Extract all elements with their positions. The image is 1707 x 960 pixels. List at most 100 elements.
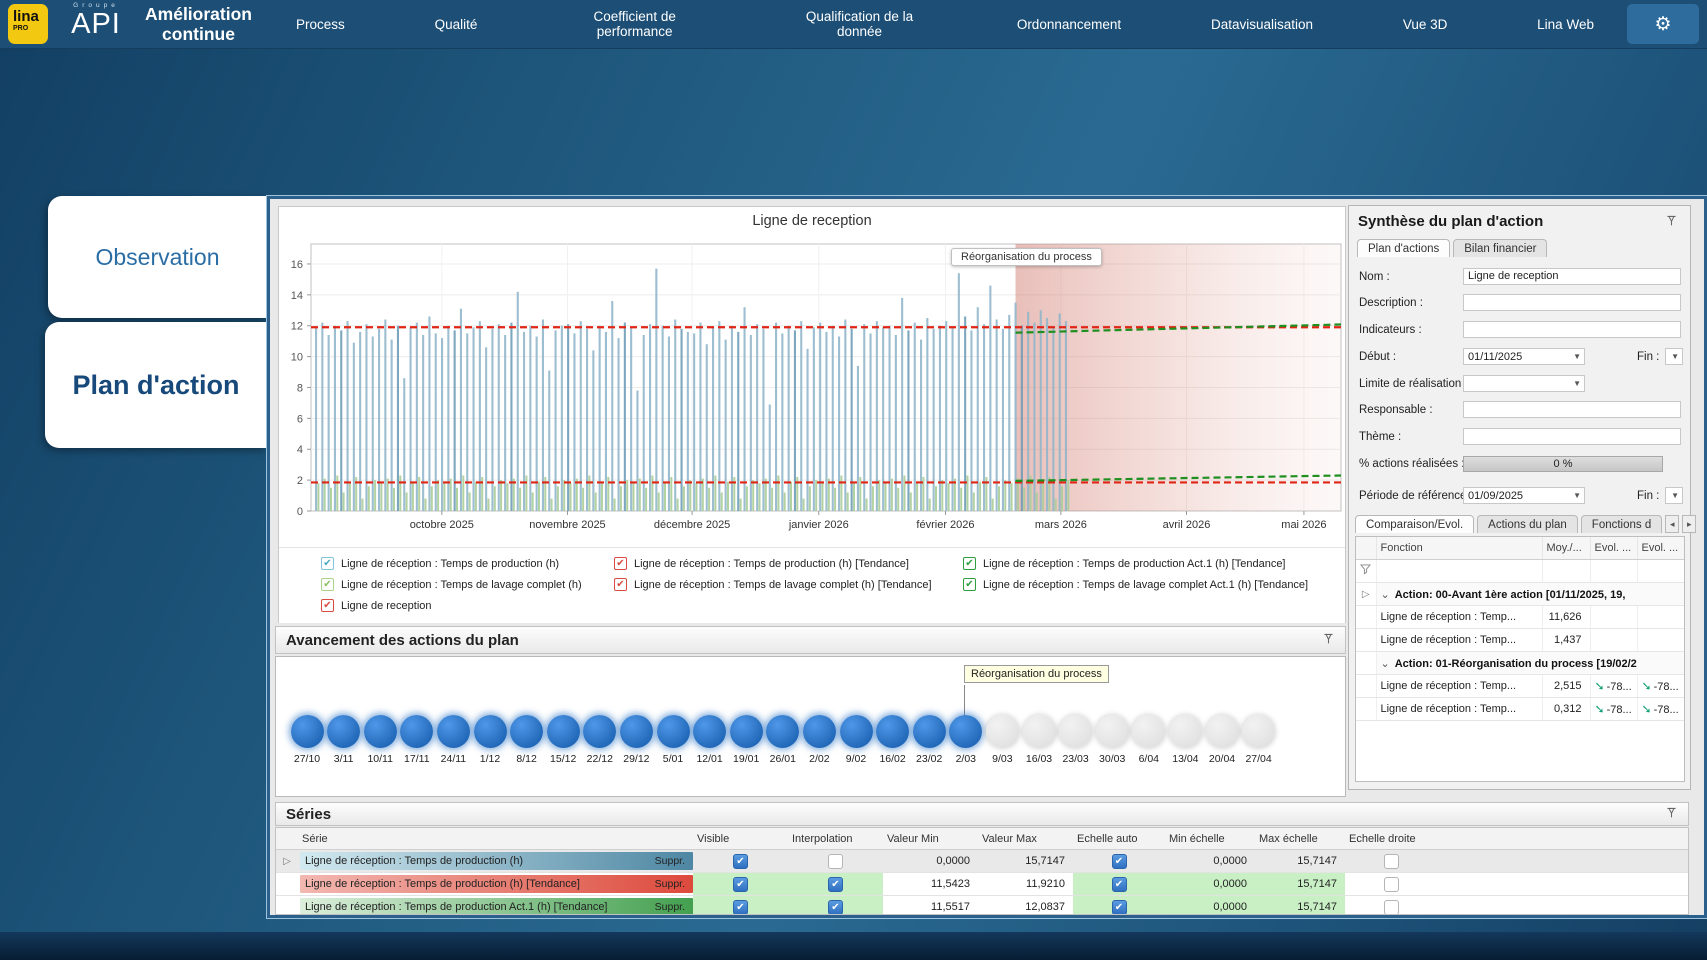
series-row[interactable]: Ligne de réception : Temps de production… — [276, 895, 1688, 914]
legend-checkbox[interactable]: ✔ — [321, 557, 334, 570]
timeline-step-2-03[interactable] — [949, 715, 983, 748]
edroite-checkbox[interactable] — [1384, 899, 1399, 914]
legend-item[interactable]: ✔ Ligne de réception : Temps de productio… — [963, 553, 1308, 574]
filter-cell[interactable] — [1376, 559, 1543, 583]
timeline-step-13-04[interactable] — [1168, 715, 1202, 748]
synthese-pin-button[interactable] — [1659, 213, 1684, 231]
legend-checkbox[interactable]: ✔ — [963, 578, 976, 591]
nav-item-lina-web[interactable]: Lina Web — [1537, 16, 1594, 32]
subtabs-scroll-left-button[interactable]: ◂ — [1665, 515, 1680, 533]
timeline-step-9-03[interactable] — [985, 715, 1019, 748]
tab-plan-dactions[interactable]: Plan d'actions — [1357, 239, 1451, 257]
legend-checkbox[interactable]: ✔ — [963, 557, 976, 570]
tab-comparaison-evol[interactable]: Comparaison/Evol. — [1355, 515, 1475, 533]
timeline-step-24-11[interactable] — [436, 715, 470, 748]
subtabs-scroll-right-button[interactable]: ▸ — [1682, 515, 1697, 533]
expand-row-icon[interactable]: ▷ — [283, 855, 291, 867]
timeline-step-29-12[interactable] — [619, 715, 653, 748]
timeline-step-27-04[interactable] — [1242, 715, 1276, 748]
legend-item[interactable]: ✔ Ligne de réception : Temps de productio… — [321, 553, 582, 574]
field-select-limite-de-realisation[interactable]: ▼ — [1463, 375, 1585, 392]
avancement-pin-button[interactable] — [1312, 632, 1345, 648]
timeline-step-5-01[interactable] — [656, 715, 690, 748]
nav-item-vue-3d[interactable]: Vue 3D — [1402, 16, 1448, 32]
tab-bilan-financier[interactable]: Bilan financier — [1453, 239, 1548, 257]
timeline-step-17-11[interactable] — [400, 715, 434, 748]
visible-checkbox[interactable]: ✔ — [733, 876, 748, 892]
series-row[interactable]: Ligne de réception : Temps de production… — [276, 872, 1688, 896]
field-select-periode-de-reference[interactable]: 01/09/2025 ▼ — [1463, 487, 1585, 504]
timeline-step-3-11[interactable] — [327, 715, 361, 748]
timeline-step-12-01[interactable] — [693, 715, 727, 748]
field-input-description[interactable] — [1463, 294, 1681, 311]
field-input-theme[interactable] — [1463, 428, 1681, 445]
comparison-data-row[interactable]: Ligne de réception : Temp... 11,626 — [1356, 605, 1684, 629]
timeline-step-16-03[interactable] — [1022, 715, 1056, 748]
edroite-checkbox[interactable] — [1384, 876, 1399, 892]
tab-actions-du-plan[interactable]: Actions du plan — [1477, 515, 1578, 533]
legend-checkbox[interactable]: ✔ — [321, 578, 334, 591]
field-select-fin[interactable]: ▼ — [1665, 348, 1683, 365]
interp-checkbox[interactable]: ✔ — [828, 899, 843, 914]
field-input-nom[interactable]: Ligne de reception — [1463, 268, 1681, 285]
filter-cell[interactable] — [1637, 559, 1684, 583]
timeline-step-16-02[interactable] — [876, 715, 910, 748]
nav-item-datavisualisation[interactable]: Datavisualisation — [1210, 16, 1314, 32]
legend-item[interactable]: ✔ Ligne de réception : Temps de lavage co… — [321, 574, 582, 595]
nav-item-qualite[interactable]: Qualité — [434, 16, 478, 32]
visible-checkbox[interactable]: ✔ — [733, 853, 748, 869]
tab-plan-daction[interactable]: Plan d'action — [45, 322, 267, 448]
timeline-step-19-01[interactable] — [729, 715, 763, 748]
eauto-checkbox[interactable]: ✔ — [1111, 899, 1127, 914]
series-delete-button[interactable]: Suppr. — [654, 878, 685, 890]
nav-item-process[interactable]: Process — [296, 16, 345, 32]
legend-item[interactable]: ✔ Ligne de réception : Temps de productio… — [614, 553, 932, 574]
interp-checkbox[interactable]: ✔ — [828, 876, 843, 892]
interp-checkbox[interactable] — [828, 853, 843, 869]
comparison-group-row[interactable]: ▷ ⌄ Action: 00-Avant 1ère action [01/11/20… — [1356, 582, 1684, 606]
timeline-step-2-02[interactable] — [802, 715, 836, 748]
field-select-fin[interactable]: ▼ — [1665, 487, 1683, 504]
timeline-step-6-04[interactable] — [1132, 715, 1166, 748]
comparison-data-row[interactable]: Ligne de réception : Temp... 0,312 ➘ -78...… — [1356, 697, 1684, 721]
filter-funnel-icon[interactable] — [1359, 564, 1372, 575]
timeline-step-30-03[interactable] — [1095, 715, 1129, 748]
nav-item-ordonnancement[interactable]: Ordonnancement — [1016, 16, 1122, 32]
filter-cell[interactable] — [1590, 559, 1638, 583]
timeline-step-23-02[interactable] — [912, 715, 946, 748]
timeline-step-1-12[interactable] — [473, 715, 507, 748]
timeline-step-9-02[interactable] — [839, 715, 873, 748]
timeline-step-10-11[interactable] — [363, 715, 397, 748]
timeline-step-23-03[interactable] — [1059, 715, 1093, 748]
timeline-step-15-12[interactable] — [546, 715, 580, 748]
legend-item[interactable]: ✔ Ligne de reception — [321, 595, 582, 616]
chevron-down-icon[interactable]: ⌄ — [1380, 588, 1390, 601]
legend-checkbox[interactable]: ✔ — [614, 557, 627, 570]
legend-checkbox[interactable]: ✔ — [321, 599, 334, 612]
timeline-step-22-12[interactable] — [583, 715, 617, 748]
series-delete-button[interactable]: Suppr. — [654, 855, 685, 867]
eauto-checkbox[interactable]: ✔ — [1111, 853, 1127, 869]
visible-checkbox[interactable]: ✔ — [733, 899, 748, 914]
tab-observation[interactable]: Observation — [48, 196, 267, 318]
tab-fonctions[interactable]: Fonctions d — [1580, 515, 1663, 533]
chevron-down-icon[interactable]: ⌄ — [1380, 657, 1390, 670]
nav-item-coefficient-de-performance[interactable]: Coefficient de performance — [593, 9, 676, 39]
edroite-checkbox[interactable] — [1384, 853, 1399, 869]
legend-item[interactable]: ✔ Ligne de réception : Temps de lavage co… — [614, 574, 932, 595]
series-pin-button[interactable] — [1655, 806, 1688, 822]
field-input-responsable[interactable] — [1463, 401, 1681, 418]
nav-item-qualification-de-la-donnee[interactable]: Qualification de la donnée — [805, 9, 914, 39]
expand-group-icon[interactable]: ▷ — [1361, 588, 1370, 600]
field-select-debut[interactable]: 01/11/2025 ▼ — [1463, 348, 1585, 365]
series-delete-button[interactable]: Suppr. — [654, 901, 685, 913]
timeline-step-20-04[interactable] — [1205, 715, 1239, 748]
timeline-step-27-10[interactable] — [290, 715, 324, 748]
timeline-step-8-12[interactable] — [510, 715, 544, 748]
comparison-data-row[interactable]: Ligne de réception : Temp... 2,515 ➘ -78...… — [1356, 674, 1684, 698]
series-row[interactable]: ▷ Ligne de réception : Temps de productio… — [276, 849, 1688, 873]
timeline-step-26-01[interactable] — [766, 715, 800, 748]
comparison-data-row[interactable]: Ligne de réception : Temp... 1,437 — [1356, 628, 1684, 652]
comparison-group-row[interactable]: ⌄ Action: 01-Réorganisation du process [1… — [1356, 651, 1684, 675]
legend-item[interactable]: ✔ Ligne de réception : Temps de lavage co… — [963, 574, 1308, 595]
